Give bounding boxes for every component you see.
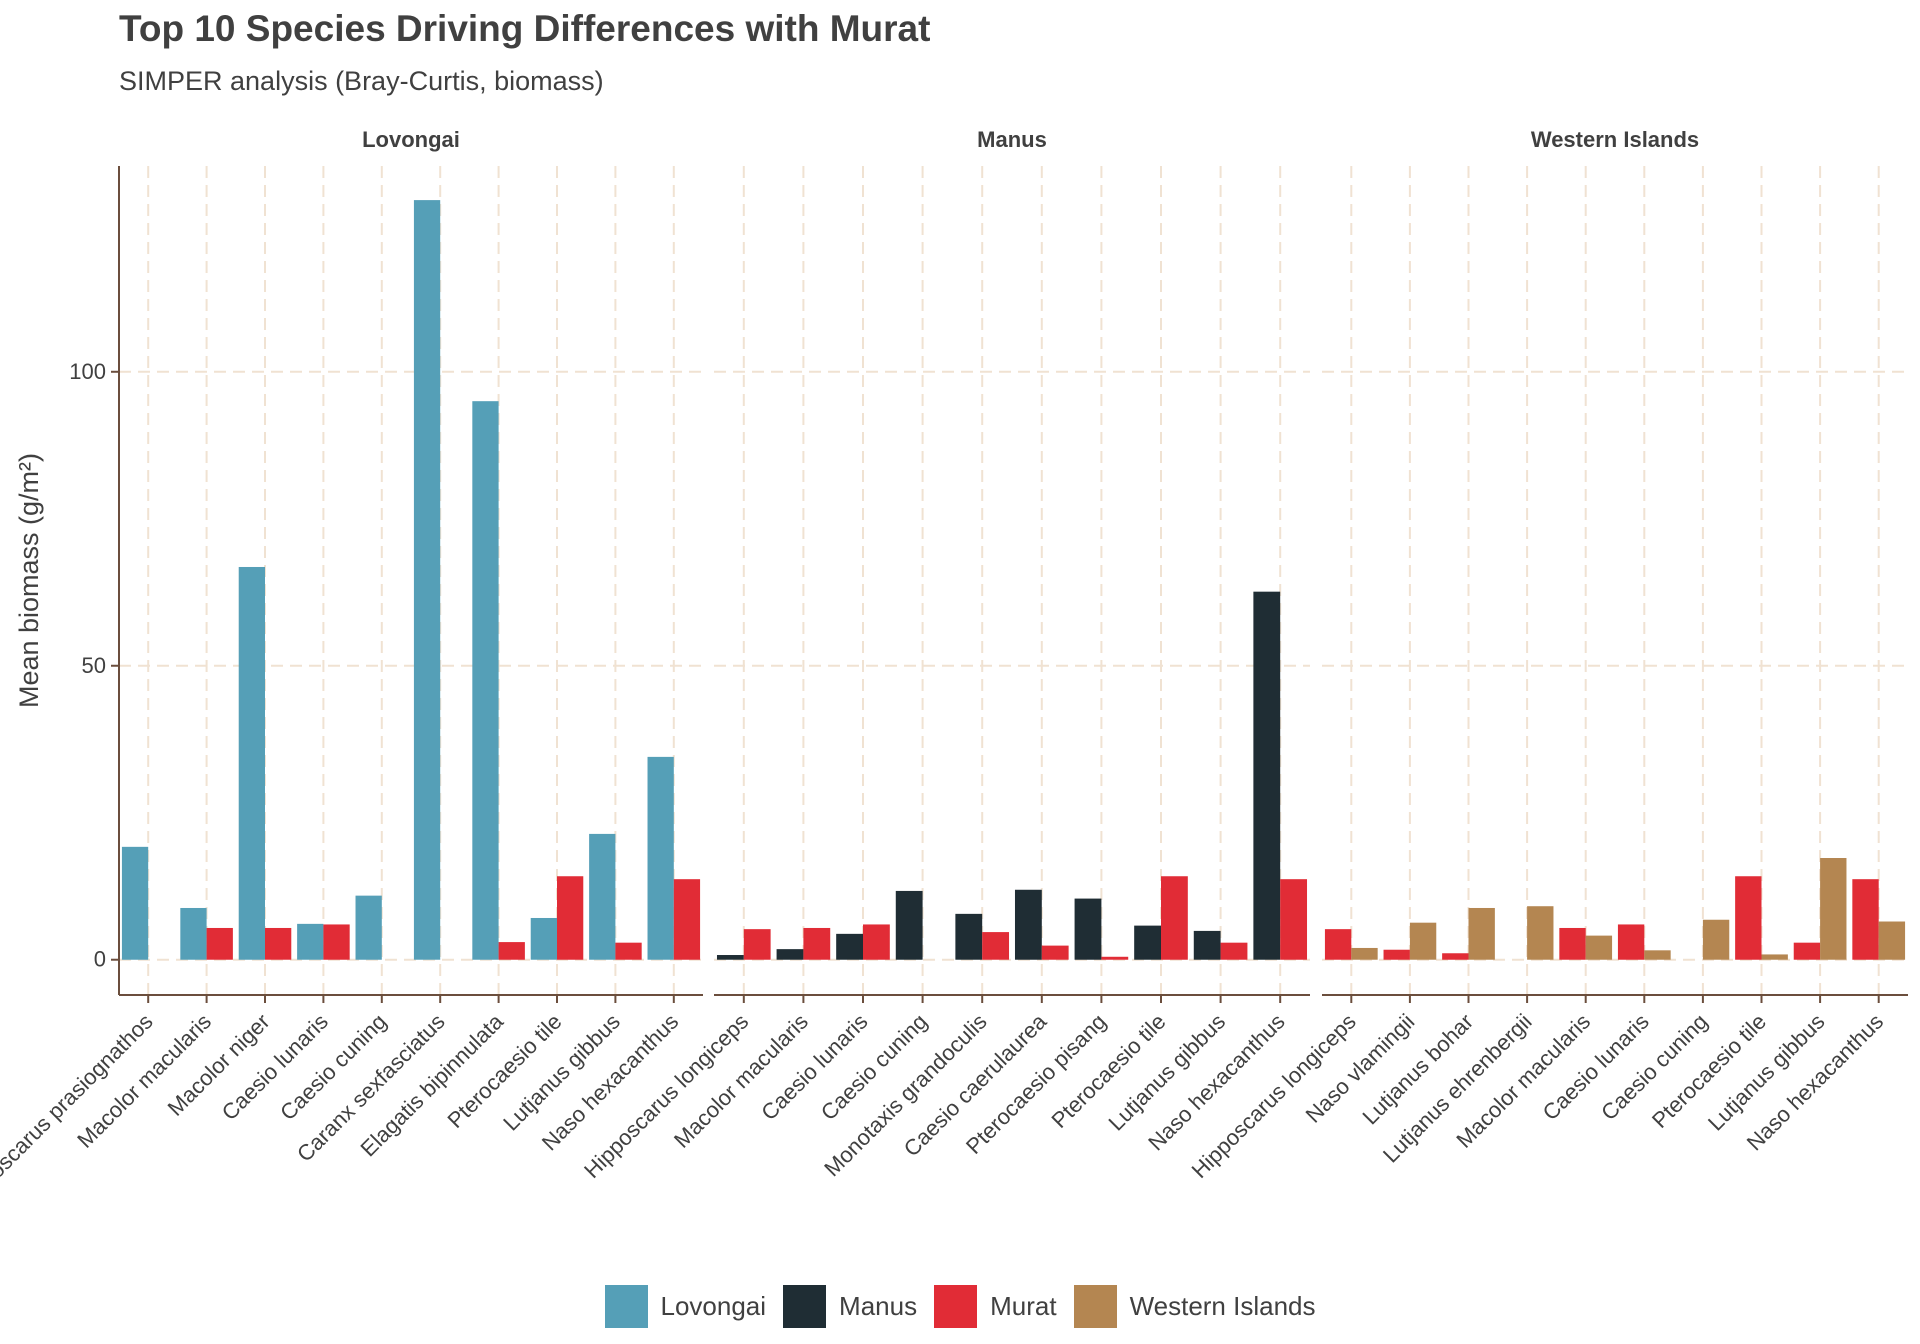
bar	[1761, 954, 1788, 960]
bar	[955, 913, 983, 960]
bar	[863, 924, 890, 960]
bar	[1735, 876, 1762, 960]
bar	[1101, 956, 1129, 960]
bar	[716, 955, 744, 960]
bar	[673, 879, 701, 960]
bar	[647, 756, 674, 960]
bar	[1793, 942, 1821, 960]
bar	[472, 401, 499, 960]
y-tick-label: 0	[94, 947, 106, 972]
bar	[355, 895, 382, 960]
bar	[1253, 591, 1281, 960]
bar	[1878, 921, 1906, 960]
bar	[743, 929, 771, 960]
bar	[297, 923, 324, 960]
bar	[1193, 930, 1221, 960]
bar	[1383, 949, 1410, 960]
bar	[238, 566, 265, 960]
legend-swatch	[1073, 1285, 1117, 1328]
bar	[1644, 950, 1671, 960]
bar	[589, 833, 616, 960]
bar	[615, 942, 642, 960]
bar	[1014, 889, 1042, 960]
bar	[1074, 898, 1102, 960]
bar	[776, 949, 804, 960]
bar	[498, 942, 525, 960]
chart-legend: Lovongai Manus Murat Western Islands	[0, 1285, 1920, 1328]
bar	[1409, 922, 1437, 960]
bar	[1559, 927, 1586, 960]
x-tick-label: Hipposcarus prasiognathos	[0, 1009, 158, 1215]
legend-item: Manus	[783, 1285, 917, 1328]
y-axis-title: Mean biomass (g/m²)	[14, 453, 44, 708]
y-tick-label: 50	[82, 653, 106, 678]
legend-item: Lovongai	[604, 1285, 767, 1328]
legend-label: Western Islands	[1129, 1291, 1316, 1321]
bar	[557, 876, 584, 960]
legend-item: Western Islands	[1073, 1285, 1316, 1328]
bar	[265, 927, 292, 960]
bar	[1280, 879, 1308, 960]
bar	[836, 933, 863, 960]
x-tick-label: Macolor niger	[163, 1009, 275, 1121]
chart-title: Top 10 Species Driving Differences with …	[119, 8, 931, 49]
bar	[1617, 924, 1645, 960]
legend-swatch	[783, 1285, 827, 1328]
bar	[803, 927, 831, 960]
bar	[1585, 935, 1613, 960]
y-tick-label: 100	[69, 359, 106, 384]
bar	[1351, 947, 1378, 960]
bar	[1324, 929, 1352, 960]
panel-title: Western Islands	[1531, 127, 1699, 152]
bar	[1527, 906, 1554, 960]
bar	[413, 200, 441, 960]
bar	[1442, 953, 1469, 960]
bar	[1852, 879, 1879, 960]
bar	[121, 846, 149, 960]
bar	[1702, 919, 1730, 960]
bar	[1134, 925, 1161, 960]
panel-title: Lovongai	[362, 127, 460, 152]
bar	[323, 924, 350, 960]
legend-swatch	[604, 1285, 648, 1328]
legend-swatch	[934, 1285, 978, 1328]
legend-label: Manus	[839, 1291, 918, 1321]
legend-item: Murat	[934, 1285, 1057, 1328]
bar	[1220, 942, 1248, 960]
bar	[530, 917, 557, 960]
bar	[982, 932, 1010, 960]
bar	[206, 927, 233, 960]
legend-label: Lovongai	[660, 1291, 767, 1321]
panel-title: Manus	[977, 127, 1047, 152]
legend-label: Murat	[990, 1291, 1057, 1321]
bar	[180, 907, 207, 960]
bar	[1468, 907, 1495, 960]
bar	[1820, 858, 1847, 960]
bar	[895, 890, 923, 960]
chart-subtitle: SIMPER analysis (Bray-Curtis, biomass)	[119, 66, 604, 96]
bar	[1041, 945, 1069, 960]
bar	[1161, 876, 1188, 960]
